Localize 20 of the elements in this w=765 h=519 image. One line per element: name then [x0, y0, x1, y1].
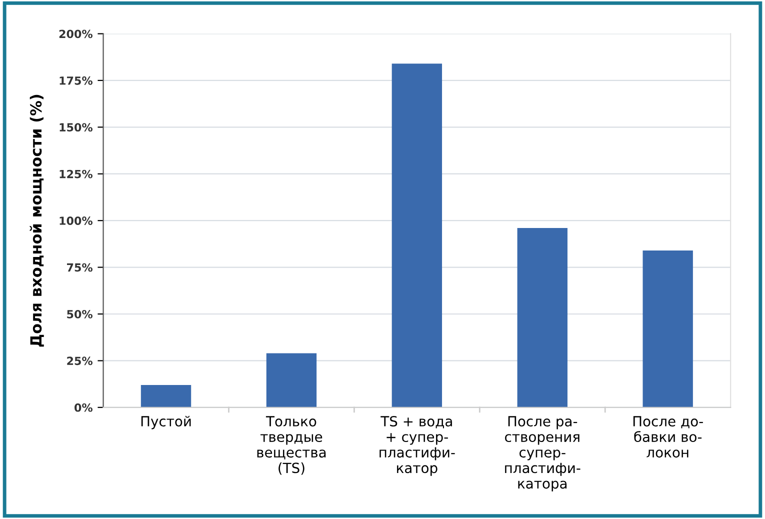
bar [642, 250, 693, 408]
y-tick-label: 25% [67, 356, 93, 366]
y-tick-label: 200% [59, 30, 93, 38]
x-tick-label: Только твердые вещества (TS) [257, 416, 326, 475]
x-tick-label: После ра- створения супер- пластифи- катора [505, 416, 580, 492]
bar [517, 228, 568, 408]
bar [392, 64, 442, 408]
y-axis-title: Доля входной мощности (%) [30, 94, 44, 347]
y-tick-label: 75% [67, 263, 93, 272]
y-tick-label: 100% [60, 216, 93, 225]
y-tick-label: 175% [60, 76, 93, 85]
y-tick-label: 50% [67, 310, 93, 318]
x-tick-label: Пустой [141, 416, 191, 430]
x-tick-label: TS + вода + супер- пластифи- катор [380, 416, 455, 476]
x-tick-label: После до- бавки во- локон [633, 416, 703, 458]
bar [266, 353, 317, 408]
y-tick-label: 125% [60, 170, 93, 178]
bar [140, 384, 192, 408]
y-tick-label: 0% [74, 403, 93, 412]
y-tick-label: 150% [60, 123, 93, 132]
